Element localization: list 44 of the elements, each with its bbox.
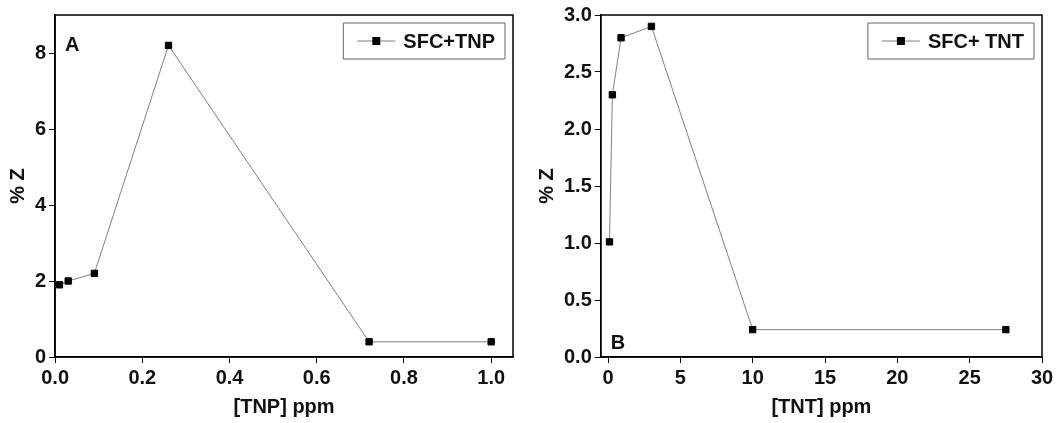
y-tick-label: 4	[35, 192, 47, 215]
point	[90, 269, 99, 278]
point	[64, 277, 72, 285]
point	[605, 238, 614, 246]
y-tick-label: 1.0	[563, 230, 592, 253]
y-axis-title: % Z	[534, 168, 557, 204]
y-axis-title: % Z	[5, 168, 28, 204]
x-tick-label: 1.0	[477, 365, 506, 388]
y-tick-label: 0.0	[563, 344, 592, 367]
x-tick-label: 15	[813, 365, 837, 388]
y-tick-label: 2	[35, 268, 47, 291]
point	[617, 34, 625, 42]
annotation: B	[610, 331, 626, 353]
x-tick-label: 20	[886, 365, 909, 388]
point	[365, 338, 373, 346]
x-tick-label: 0.2	[128, 365, 157, 388]
y-tick-label: 0.5	[563, 287, 592, 310]
x-tick-label: 0.8	[390, 365, 418, 388]
y-tick-label: 6	[35, 116, 47, 139]
x-axis-title: [TNT] ppm	[771, 394, 872, 417]
y-tick-label: 2.0	[563, 116, 592, 139]
y-tick-label: 2.5	[563, 59, 592, 82]
legend-label: SFC+ TNT	[927, 29, 1025, 52]
point	[487, 338, 495, 346]
legend-label: SFC+TNP	[403, 29, 496, 52]
annotation: A	[65, 33, 80, 55]
x-axis-title: [TNP] ppm	[233, 394, 335, 417]
y-tick-label: 1.5	[563, 173, 592, 196]
x-tick-label: 30	[1030, 365, 1054, 388]
x-tick-label: 25	[958, 365, 981, 388]
point	[647, 22, 656, 31]
x-tick-label: 0	[602, 365, 614, 388]
x-tick-label: 0.4	[215, 365, 245, 388]
y-tick-label: 0	[35, 344, 47, 367]
y-tick-label: 3.0	[563, 2, 592, 25]
point	[55, 281, 64, 289]
x-tick-label: 10	[741, 365, 764, 388]
point	[749, 325, 757, 334]
point	[608, 91, 617, 99]
y-tick-label: 8	[35, 40, 47, 63]
point	[164, 41, 173, 50]
point	[1002, 325, 1010, 334]
x-tick-label: 0.6	[302, 365, 331, 388]
x-tick-label: 5	[674, 365, 686, 388]
